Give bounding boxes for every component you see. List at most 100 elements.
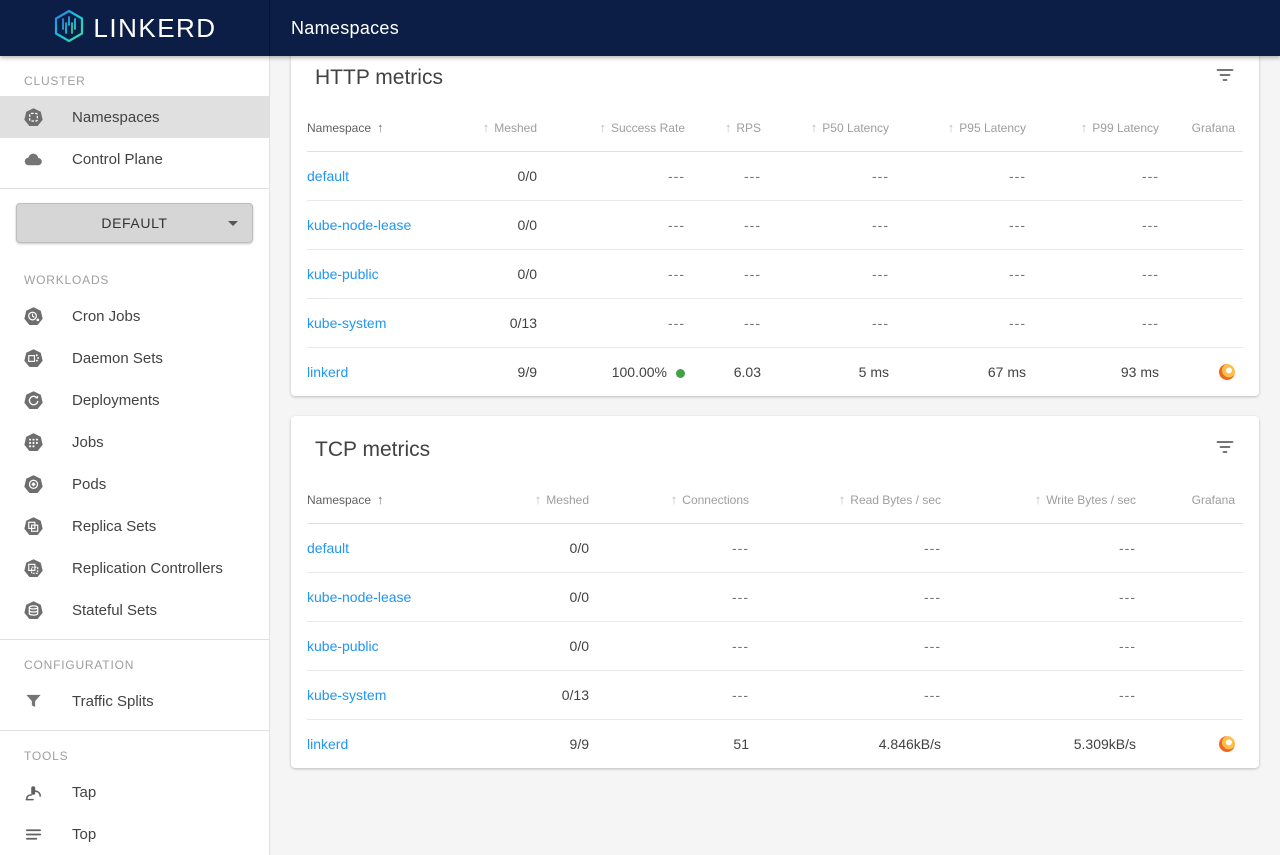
cell-namespace: kube-node-lease: [307, 572, 457, 622]
column-header-meshed[interactable]: ↑ Meshed: [437, 104, 537, 152]
namespace-link[interactable]: kube-system: [307, 314, 387, 331]
cell-p99: ---: [1026, 249, 1159, 299]
sidebar-item-deployments[interactable]: Deployments: [0, 379, 269, 421]
cell-meshed: 9/9: [569, 735, 589, 752]
cell-success_rate: ---: [537, 249, 685, 299]
column-header-write-bytes-sec[interactable]: ↑ Write Bytes / sec: [941, 476, 1136, 524]
cell-namespace: default: [307, 523, 457, 573]
cell-connections: ---: [589, 572, 749, 622]
sidebar-item-namespaces[interactable]: Namespaces: [0, 96, 269, 138]
column-header-namespace[interactable]: Namespace ↑: [307, 104, 437, 152]
sort-arrow-icon: ↑: [377, 491, 384, 507]
namespace-link[interactable]: kube-public: [307, 265, 379, 282]
cell-p99: 93 ms: [1120, 363, 1159, 380]
column-header-success-rate[interactable]: ↑ Success Rate: [537, 104, 685, 152]
cell-grafana: [1136, 670, 1243, 720]
sidebar-item-jobs[interactable]: Jobs: [0, 421, 269, 463]
sidebar-item-label: Cron Jobs: [72, 307, 141, 325]
column-header-rps[interactable]: ↑ RPS: [685, 104, 761, 152]
column-header-p50-latency[interactable]: ↑ P50 Latency: [761, 104, 889, 152]
namespace-link[interactable]: linkerd: [307, 735, 349, 752]
column-header-meshed[interactable]: ↑ Meshed: [457, 476, 589, 524]
cell-meshed: 9/9: [517, 363, 537, 380]
namespace-link[interactable]: kube-node-lease: [307, 588, 412, 605]
namespace-link[interactable]: kube-public: [307, 637, 379, 654]
namespace-link[interactable]: default: [307, 167, 350, 184]
table-row-kube-public: kube-public 0/0 --- --- --- --- ---: [307, 249, 1243, 299]
success-status-dot: [676, 368, 685, 378]
sort-arrow-icon: ↑: [838, 491, 846, 507]
grafana-icon[interactable]: [1219, 736, 1235, 753]
cell-p50: ---: [761, 151, 889, 201]
cell-read_bytes: ---: [749, 670, 941, 720]
sidebar-section-workloads: WORKLOADS Cron Jobs Daemon Sets Deployments…: [0, 255, 269, 640]
table-header-row: Namespace ↑ ↑ Meshed ↑ Connections ↑ Read Bytes…: [307, 476, 1243, 524]
sidebar-item-label: Pods: [72, 475, 107, 493]
sidebar-item-top[interactable]: Top: [0, 813, 269, 855]
sidebar-section-tools: TOOLS Tap Top: [0, 731, 269, 855]
cell-p50: 5 ms: [858, 363, 889, 380]
cell-meshed: 0/0: [457, 572, 589, 622]
cell-rps: ---: [685, 151, 761, 201]
namespace-link[interactable]: default: [307, 539, 350, 556]
namespace-link[interactable]: kube-system: [307, 686, 387, 703]
replication-controllers-icon: [22, 557, 44, 579]
sidebar-item-control-plane[interactable]: Control Plane: [0, 138, 269, 180]
column-header-p95-latency[interactable]: ↑ P95 Latency: [889, 104, 1026, 152]
cell-grafana: [1136, 572, 1243, 622]
cell-write_bytes: 5.309kB/s: [1073, 735, 1136, 752]
cell-rps: ---: [685, 298, 761, 348]
table-row-linkerd: linkerd 9/9 100.00% 6.03 5 ms 67 ms 93 ms: [307, 347, 1243, 396]
namespace-link[interactable]: linkerd: [307, 363, 349, 380]
cell-connections: ---: [589, 670, 749, 720]
sort-arrow-icon: ↑: [810, 119, 818, 135]
cell-connections: 51: [733, 735, 749, 752]
column-header-namespace[interactable]: Namespace ↑: [307, 476, 457, 524]
cell-p95: ---: [889, 200, 1026, 250]
sidebar-item-stateful-sets[interactable]: Stateful Sets: [0, 589, 269, 631]
cell-p50: ---: [761, 249, 889, 299]
deployments-icon: [22, 389, 44, 411]
grafana-icon[interactable]: [1219, 364, 1235, 381]
sidebar-item-replication-controllers[interactable]: Replication Controllers: [0, 547, 269, 589]
sidebar-item-label: Replica Sets: [72, 517, 157, 535]
sidebar-section-label: CONFIGURATION: [24, 658, 135, 672]
sort-arrow-icon: ↑: [670, 491, 678, 507]
cell-grafana: [1136, 523, 1243, 573]
namespaces-icon: [22, 106, 44, 128]
tcp-metrics-table: Namespace ↑ ↑ Meshed ↑ Connections ↑ Read Bytes…: [307, 476, 1243, 768]
cell-namespace: kube-system: [307, 298, 437, 348]
brand-name: LINKERD: [93, 12, 217, 43]
sidebar-item-daemon-sets[interactable]: Daemon Sets: [0, 337, 269, 379]
column-header-p99-latency[interactable]: ↑ P99 Latency: [1026, 104, 1159, 152]
sidebar-item-replica-sets[interactable]: Replica Sets: [0, 505, 269, 547]
cell-grafana: [1159, 347, 1243, 396]
cell-grafana: [1159, 151, 1243, 201]
cell-p50: ---: [761, 298, 889, 348]
namespace-selector[interactable]: DEFAULT: [16, 203, 253, 243]
namespace-link[interactable]: kube-node-lease: [307, 216, 412, 233]
cell-connections: ---: [589, 621, 749, 671]
cell-write_bytes: ---: [941, 621, 1136, 671]
sidebar-item-label: Namespaces: [72, 108, 160, 126]
sidebar-item-label: Jobs: [72, 433, 104, 451]
sidebar-item-traffic-splits[interactable]: Traffic Splits: [0, 680, 269, 722]
sidebar-section-cluster: CLUSTER Namespaces Control Plane: [0, 56, 269, 189]
pods-icon: [22, 473, 44, 495]
sidebar-item-tap[interactable]: Tap: [0, 771, 269, 813]
column-header-read-bytes-sec[interactable]: ↑ Read Bytes / sec: [749, 476, 941, 524]
cell-success_rate: ---: [537, 298, 685, 348]
namespace-selector-wrap: DEFAULT: [0, 189, 269, 255]
sidebar-item-label: Stateful Sets: [72, 601, 158, 619]
cell-meshed: 0/0: [437, 200, 537, 250]
cell-success_rate: ---: [537, 200, 685, 250]
cron-jobs-icon: [22, 305, 44, 327]
sort-arrow-icon: ↑: [482, 119, 490, 135]
sidebar-item-pods[interactable]: Pods: [0, 463, 269, 505]
column-header-connections[interactable]: ↑ Connections: [589, 476, 749, 524]
filter-icon[interactable]: [1215, 66, 1235, 84]
filter-icon[interactable]: [1215, 438, 1235, 456]
brand[interactable]: LINKERD: [0, 0, 270, 56]
sidebar-item-cron-jobs[interactable]: Cron Jobs: [0, 295, 269, 337]
